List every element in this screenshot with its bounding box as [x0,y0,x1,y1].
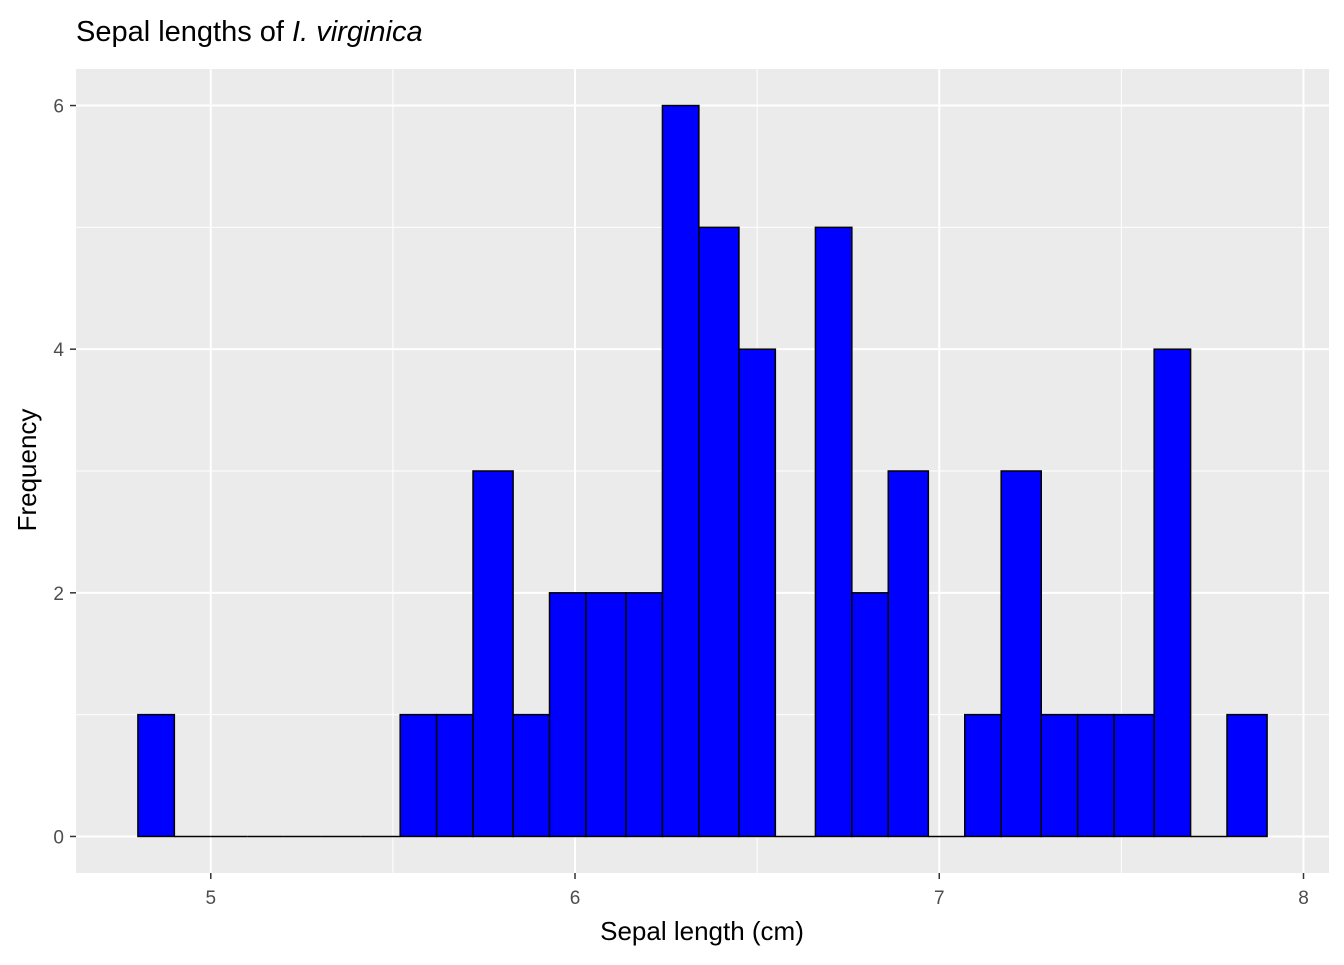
chart-title: Sepal lengths of I. virginica [76,16,423,48]
histogram-bar [661,104,700,838]
histogram-bar [1076,713,1115,838]
histogram-bar [435,713,474,838]
y-tick-label: 0 [53,827,64,848]
x-tick-label: 6 [570,888,581,909]
histogram-bar [512,713,551,838]
histogram-bar [738,348,777,838]
histogram-bar [399,713,438,838]
histogram-bar [472,470,514,838]
histogram-bar [814,226,853,838]
x-tick-label: 7 [934,888,945,909]
histogram-bar [698,226,740,838]
x-tick-label: 8 [1298,888,1309,909]
chart-title-species: I. virginica [292,16,423,48]
y-axis-title: Frequency [12,409,42,532]
histogram-bar [1113,713,1155,838]
histogram-bar [964,713,1002,838]
axis-ticks: 5 6 7 8 0 2 4 6 [53,97,1308,909]
chart-title-prefix: Sepal lengths of [76,16,292,48]
histogram-bar [625,592,664,838]
histogram-bars [137,104,1268,838]
histogram-bar [137,713,176,838]
x-axis-title: Sepal length (cm) [600,916,804,946]
x-tick-label: 5 [205,888,216,909]
histogram-bar [887,470,930,838]
y-tick-label: 6 [53,97,64,118]
histogram-bar [548,592,587,838]
histogram-bar [1153,348,1192,838]
y-tick-label: 4 [53,340,64,361]
histogram-bar [1000,470,1042,838]
histogram-bar [585,592,627,838]
histogram-bar [851,592,890,838]
y-tick-label: 2 [53,584,64,605]
histogram-bar [1226,713,1268,838]
histogram-bar [1040,713,1079,838]
